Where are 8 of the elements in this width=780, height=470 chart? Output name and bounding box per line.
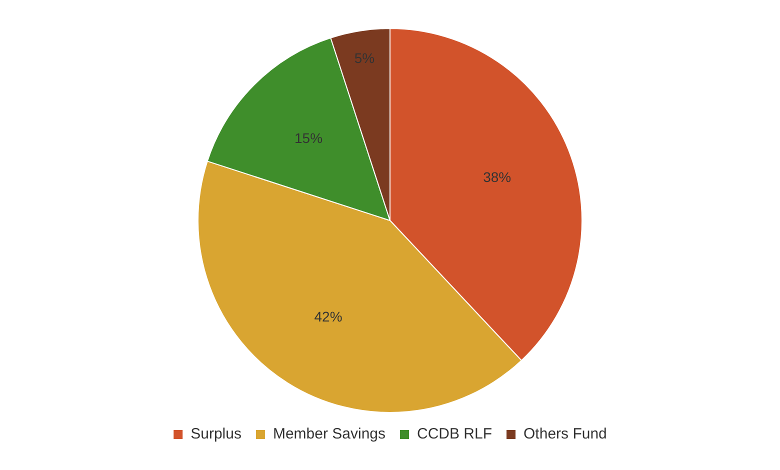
- data-label: 38%: [483, 168, 512, 185]
- legend-label: Surplus: [190, 426, 242, 443]
- legend-label: Others Fund: [524, 426, 607, 443]
- legend-label: CCDB RLF: [417, 426, 492, 443]
- data-label: 15%: [294, 130, 323, 146]
- data-label: 42%: [314, 308, 342, 325]
- data-label: 5%: [354, 50, 375, 66]
- legend-label: Member Savings: [272, 426, 386, 443]
